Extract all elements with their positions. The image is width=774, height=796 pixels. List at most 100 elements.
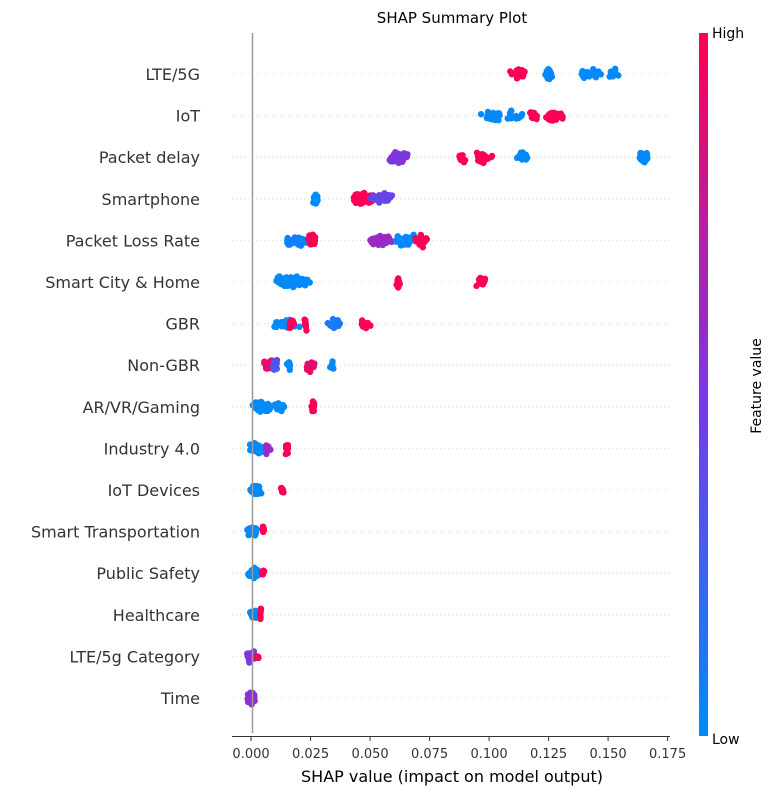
shap-point — [401, 241, 408, 248]
feature-points — [273, 273, 489, 291]
shap-point — [484, 155, 491, 162]
x-axis-label: SHAP value (impact on model output) — [301, 767, 603, 786]
shap-point — [480, 159, 487, 167]
shap-point — [260, 528, 267, 535]
shap-point — [544, 73, 551, 81]
shap-point — [296, 323, 303, 330]
shap-point — [251, 444, 259, 452]
shap-point — [278, 407, 285, 415]
shap-point — [358, 199, 365, 206]
feature-labels: LTE/5G IoT Packet delay Smartphone Packet Lo… — [31, 65, 200, 708]
shap-point — [495, 117, 502, 124]
shap-point — [282, 450, 289, 458]
shap-point — [381, 191, 389, 198]
shap-point — [488, 152, 496, 160]
shap-point — [512, 112, 520, 120]
shap-point — [359, 320, 367, 327]
feature-label: Smart Transportation — [31, 523, 200, 542]
shap-point — [305, 235, 312, 243]
x-tick-label: 0.100 — [470, 747, 507, 762]
shap-point — [303, 327, 310, 334]
shap-point — [266, 406, 273, 413]
shap-point — [257, 404, 265, 412]
shap-points — [244, 65, 651, 708]
shap-point — [477, 111, 485, 118]
shap-point — [299, 236, 306, 243]
shap-point — [527, 109, 534, 116]
feature-label: LTE/5g Category — [70, 647, 201, 666]
shap-point — [579, 72, 587, 80]
feature-points — [310, 189, 396, 207]
shap-point — [587, 70, 594, 78]
shap-point — [263, 442, 270, 449]
x-tick-label: 0.050 — [351, 747, 388, 762]
feature-points — [386, 149, 651, 167]
shap-point — [301, 316, 308, 323]
shap-point — [280, 322, 287, 329]
feature-points — [271, 315, 374, 334]
shap-point — [257, 605, 264, 612]
shap-point — [610, 68, 617, 75]
shap-point — [275, 400, 282, 407]
shap-point — [333, 319, 340, 327]
x-tick-label: 0.000 — [232, 747, 269, 762]
x-tick-label: 0.175 — [649, 747, 686, 762]
colorbar — [699, 33, 708, 736]
shap-point — [360, 189, 368, 197]
feature-label: Non-GBR — [127, 356, 200, 375]
feature-points — [246, 440, 292, 458]
shap-point — [477, 154, 485, 162]
shap-point — [548, 114, 555, 121]
feature-label: IoT — [176, 107, 201, 126]
shap-point — [304, 360, 311, 368]
shap-point — [387, 158, 395, 165]
shap-point — [383, 239, 390, 246]
shap-point — [256, 486, 263, 494]
shap-point — [393, 238, 400, 245]
colorbar-high-label: High — [712, 26, 744, 42]
shap-point — [271, 363, 278, 370]
colorbar-low-label: Low — [712, 732, 740, 748]
shap-point — [257, 615, 264, 622]
feature-points — [247, 605, 265, 622]
shap-point — [252, 530, 260, 537]
shap-point — [278, 486, 285, 493]
x-tick-label: 0.025 — [292, 747, 329, 762]
shap-point — [295, 277, 302, 285]
shap-point — [459, 152, 466, 159]
shap-point — [406, 237, 414, 244]
feature-row-guides — [232, 73, 670, 699]
shap-point — [262, 359, 269, 366]
feature-points — [244, 689, 258, 708]
shap-point — [404, 151, 411, 158]
shap-point — [286, 241, 293, 248]
shap-point — [513, 154, 521, 162]
feature-points — [247, 482, 287, 498]
shap-point — [257, 610, 264, 618]
shap-point — [397, 152, 404, 160]
colorbar-title: Feature value — [749, 338, 765, 434]
shap-point — [519, 153, 526, 160]
feature-points — [245, 564, 268, 582]
shap-point — [496, 112, 503, 119]
feature-label: LTE/5G — [145, 65, 200, 84]
shap-point — [392, 149, 399, 156]
shap-point — [245, 525, 253, 532]
feature-label: IoT Devices — [108, 481, 200, 500]
shap-point — [314, 197, 321, 204]
shap-point — [579, 68, 586, 75]
feature-label: Industry 4.0 — [104, 439, 200, 458]
shap-point — [354, 192, 361, 200]
x-axis: 0.000 0.025 0.050 0.075 0.100 0.125 0.150 0.175 — [232, 736, 686, 762]
feature-label: Time — [160, 689, 200, 708]
shap-point — [259, 571, 267, 578]
shap-point — [543, 114, 550, 121]
shap-point — [559, 113, 566, 120]
feature-label: Packet delay — [99, 148, 200, 167]
feature-label: Public Safety — [96, 564, 200, 583]
shap-point — [310, 400, 318, 407]
shap-point — [378, 235, 385, 242]
x-tick-label: 0.075 — [411, 747, 448, 762]
shap-point — [327, 322, 334, 329]
